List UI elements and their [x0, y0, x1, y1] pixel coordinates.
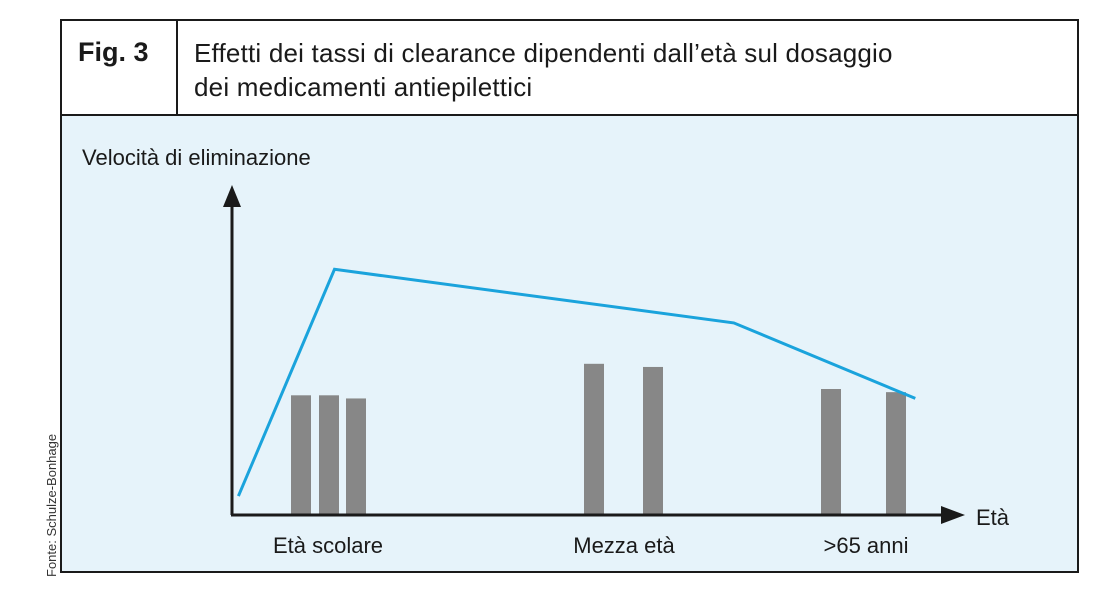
figure-label: Fig. 3 [62, 21, 178, 114]
figure-frame: Fig. 3 Effetti dei tassi di clearance di… [60, 19, 1079, 573]
category-label-2: Mezza età [573, 533, 675, 558]
bar-3-1 [821, 389, 841, 515]
x-axis-label: Età [976, 505, 1010, 530]
figure-title-line-2: dei medicamenti antiepilettici [194, 72, 533, 102]
bar-2-2 [643, 366, 663, 515]
figure-title: Effetti dei tassi di clearance dipendent… [194, 36, 1064, 104]
figure-header: Fig. 3 Effetti dei tassi di clearance di… [62, 21, 1077, 116]
y-axis-label: Velocità di eliminazione [82, 145, 311, 170]
bar-1-1 [291, 395, 311, 515]
bar-2-1 [584, 363, 604, 515]
bar-3-2 [886, 392, 906, 515]
category-label-3: >65 anni [823, 533, 908, 558]
x-axis-arrow [941, 506, 965, 524]
bar-1-3 [346, 398, 366, 515]
figure-title-line-1: Effetti dei tassi di clearance dipendent… [194, 38, 893, 68]
y-axis-arrow [223, 185, 241, 207]
clearance-line [237, 267, 916, 497]
source-note: Fonte: Schulze-Bonhage [44, 433, 59, 577]
category-label-1: Età scolare [273, 533, 383, 558]
bar-1-2 [319, 395, 339, 515]
